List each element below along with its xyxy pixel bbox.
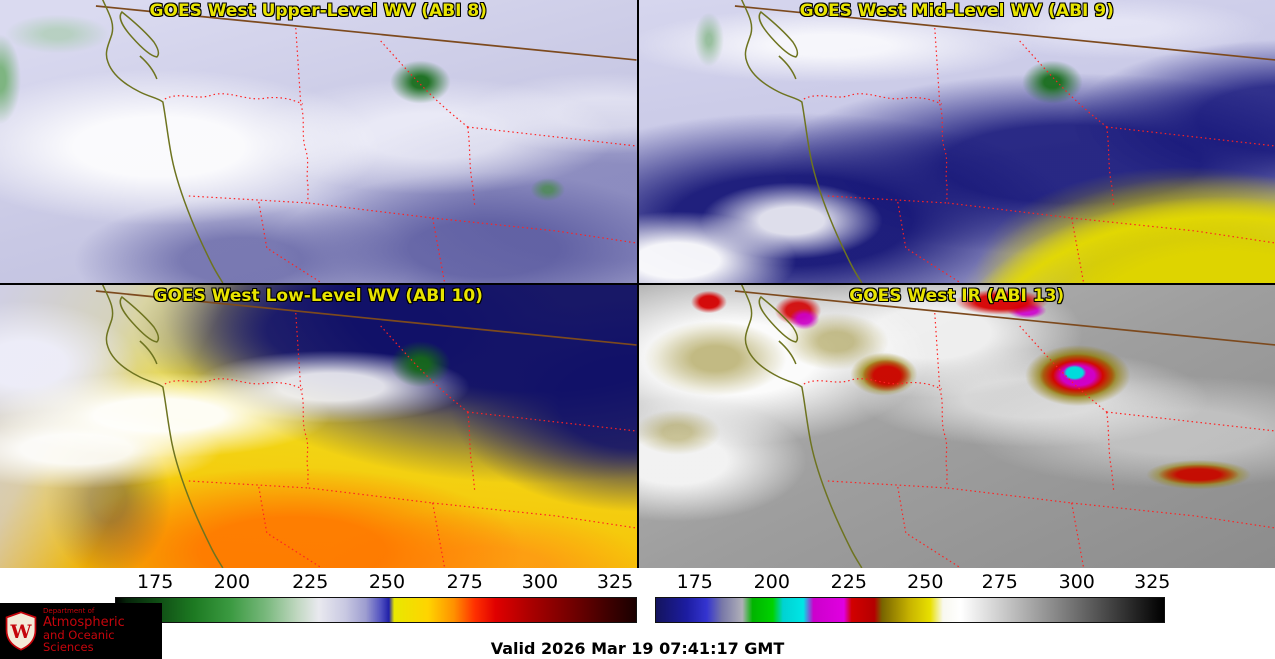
map-borders-overlay xyxy=(95,285,637,568)
colorbar-tick-label: 200 xyxy=(213,571,251,593)
map-borders-overlay xyxy=(95,0,637,283)
colorbar-tick-label: 275 xyxy=(446,571,483,593)
map-borders-overlay xyxy=(733,0,1275,283)
ir-colorbar-gradient xyxy=(655,597,1165,623)
colorbar-tick-label: 175 xyxy=(676,571,713,593)
panel-mid-level-wv: GOES West Mid-Level WV (ABI 9) xyxy=(638,0,1275,283)
uw-crest-icon: W xyxy=(5,611,37,651)
uw-crest-letter: W xyxy=(10,621,33,643)
uw-aos-logo: W Department of Atmospheric and Oceanic … xyxy=(0,603,162,659)
wv-colorbar: 175 200 225 250 275 300 325 xyxy=(115,570,637,623)
wv-colorbar-ticks: 175 200 225 250 275 300 325 xyxy=(115,570,637,597)
panel-title-abi13: GOES West IR (ABI 13) xyxy=(849,286,1065,306)
wv-colorbar-gradient xyxy=(115,597,637,623)
logo-name-line-1: Atmospheric xyxy=(43,614,125,630)
ir-colorbar: 175 200 225 250 275 300 325 xyxy=(655,570,1171,623)
bottom-strip: 175 200 225 250 275 300 325 175 200 225 250 275 300… xyxy=(0,568,1275,659)
colorbar-tick-label: 275 xyxy=(981,571,1018,593)
colorbar-tick-label: 325 xyxy=(1134,571,1171,593)
logo-text: Department of Atmospheric and Oceanic Sc… xyxy=(43,607,158,655)
colorbar-tick-label: 175 xyxy=(137,571,174,593)
colorbar-tick-label: 225 xyxy=(292,571,329,593)
colorbar-tick-label: 325 xyxy=(596,571,634,593)
colorbar-tick-label: 250 xyxy=(368,571,406,593)
satellite-quad-grid: GOES West Upper-Level WV (ABI 8) GOES We… xyxy=(0,0,1275,568)
colorbar-tick-label: 250 xyxy=(907,571,944,593)
logo-dept-line: Department of xyxy=(43,607,95,616)
valid-timestamp: Valid 2026 Mar 19 07:41:17 GMT xyxy=(490,639,785,658)
panel-title-abi8: GOES West Upper-Level WV (ABI 8) xyxy=(149,1,487,21)
ir-colorbar-ticks: 175 200 225 250 275 300 325 xyxy=(655,570,1171,597)
colorbar-tick-label: 300 xyxy=(1058,571,1095,593)
colorbar-tick-label: 225 xyxy=(830,571,867,593)
panel-upper-level-wv: GOES West Upper-Level WV (ABI 8) xyxy=(0,0,637,283)
panel-title-abi9: GOES West Mid-Level WV (ABI 9) xyxy=(799,1,1114,21)
panel-ir: GOES West IR (ABI 13) xyxy=(638,285,1275,568)
panel-title-abi10: GOES West Low-Level WV (ABI 10) xyxy=(153,286,483,306)
map-borders-overlay xyxy=(733,285,1275,568)
panel-low-level-wv: GOES West Low-Level WV (ABI 10) xyxy=(0,285,637,568)
logo-name-line-2: and Oceanic Sciences xyxy=(43,628,115,655)
colorbar-tick-label: 300 xyxy=(521,571,559,593)
colorbar-tick-label: 200 xyxy=(753,571,790,593)
